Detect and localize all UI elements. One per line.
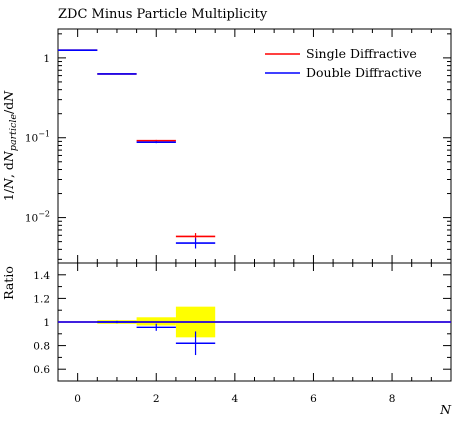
main-y-axis-label: 1/N, dNparticle/dN <box>1 90 19 201</box>
ratio-y-axis-label: Ratio <box>1 266 16 300</box>
chart-title: ZDC Minus Particle Multiplicity <box>58 7 268 22</box>
x-tick-label: 4 <box>232 393 239 405</box>
y-tick-label: 1 <box>43 53 50 65</box>
x-tick-label: 6 <box>310 393 317 405</box>
x-tick-labels: 0 2 4 6 8 <box>74 393 395 405</box>
ratio-series <box>58 320 451 356</box>
ratio-y-tick-label: 1 <box>43 317 50 329</box>
ratio-y-tick-label: 0.6 <box>33 364 50 376</box>
y-tick-label: 10−1 <box>25 130 50 145</box>
legend-label-double-diffractive: Double Diffractive <box>306 65 422 80</box>
main-y-tick-labels: 1 10−1 10−2 <box>25 53 50 225</box>
main-series <box>58 49 216 249</box>
x-axis-label: N <box>439 402 452 417</box>
x-tick-label: 2 <box>153 393 160 405</box>
ratio-y-tick-label: 0.8 <box>33 341 50 353</box>
legend: Single Diffractive Double Diffractive <box>265 46 422 80</box>
main-x-ticks <box>77 29 432 263</box>
main-y-ticks <box>58 33 451 260</box>
ratio-y-tick-label: 1.2 <box>33 293 50 305</box>
ratio-y-tick-labels: 0.6 0.8 1 1.2 1.4 <box>33 270 50 376</box>
x-tick-label: 0 <box>74 393 81 405</box>
ratio-x-ticks <box>77 263 432 381</box>
legend-label-single-diffractive: Single Diffractive <box>306 46 417 61</box>
x-tick-label: 8 <box>389 393 396 405</box>
y-tick-label: 10−2 <box>25 210 50 225</box>
ratio-plot: 0.6 0.8 1 1.2 1.4 0 2 4 6 8 <box>33 262 452 405</box>
main-plot: 1 10−1 10−2 Single Diffractive Double Diff… <box>25 28 452 264</box>
ratio-y-tick-label: 1.4 <box>33 270 50 282</box>
